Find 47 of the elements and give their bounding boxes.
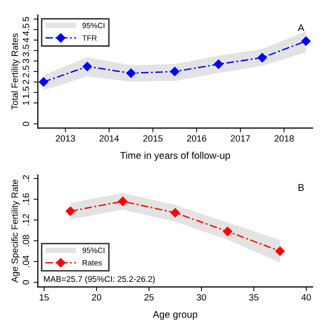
point bbox=[118, 196, 128, 206]
x-tick-label: 25 bbox=[144, 294, 154, 301]
annotation: B bbox=[298, 184, 304, 191]
x-tick-label: 2014 bbox=[100, 135, 119, 142]
x-tick-label: 15 bbox=[40, 294, 49, 301]
point bbox=[301, 36, 311, 46]
y-tick-label: 1 bbox=[22, 100, 30, 105]
y-tick-label: 2 bbox=[22, 80, 30, 84]
point bbox=[275, 246, 285, 256]
y-axis-title: Total Fertility Rates bbox=[11, 33, 20, 110]
x-tick-label: 2016 bbox=[187, 135, 206, 142]
x-axis-title: Age group bbox=[152, 311, 198, 320]
y-tick-label: 3 bbox=[22, 58, 30, 64]
annotation: A bbox=[298, 24, 304, 32]
y-tick-label: 0 bbox=[22, 122, 30, 126]
y-tick-label: .16 bbox=[22, 193, 30, 205]
point bbox=[38, 77, 48, 87]
y-tick-label: 5 bbox=[22, 17, 30, 22]
point bbox=[82, 62, 92, 72]
x-tick-label: 2015 bbox=[143, 135, 163, 142]
y-tick-label: .2 bbox=[22, 175, 30, 182]
y-tick-label: .12 bbox=[22, 214, 30, 226]
y-tick-label: 1.5 bbox=[22, 86, 30, 98]
x-tick-label: 30 bbox=[196, 294, 206, 301]
x-axis-title: Time in years of follow-up bbox=[120, 152, 230, 161]
x-tick-label: 40 bbox=[301, 294, 311, 301]
point bbox=[222, 226, 232, 236]
point bbox=[214, 60, 224, 69]
point bbox=[258, 53, 267, 62]
x-tick-label: 20 bbox=[92, 294, 102, 301]
y-tick-label: 2.5 bbox=[22, 66, 30, 78]
x-tick-label: 2013 bbox=[56, 135, 76, 142]
point bbox=[170, 208, 180, 218]
x-tick-label: 35 bbox=[249, 294, 258, 301]
y-axis-title: Age Specific Fertility Rate bbox=[11, 180, 20, 283]
y-tick-label: .04 bbox=[22, 256, 30, 267]
point bbox=[170, 66, 180, 76]
point bbox=[66, 206, 75, 216]
y-tick-label: 4.5 bbox=[22, 24, 30, 36]
y-tick-label: 0 bbox=[22, 280, 30, 284]
x-tick-label: 2017 bbox=[230, 135, 250, 142]
x-tick-label: 2018 bbox=[274, 135, 294, 142]
y-tick-label: .08 bbox=[22, 234, 30, 246]
y-tick-label: 4 bbox=[22, 38, 30, 42]
annotation: MAB=25.7 (95%CI: 25.2-26.2) bbox=[44, 276, 155, 284]
y-tick-label: 3.5 bbox=[22, 44, 30, 56]
point bbox=[126, 68, 136, 78]
